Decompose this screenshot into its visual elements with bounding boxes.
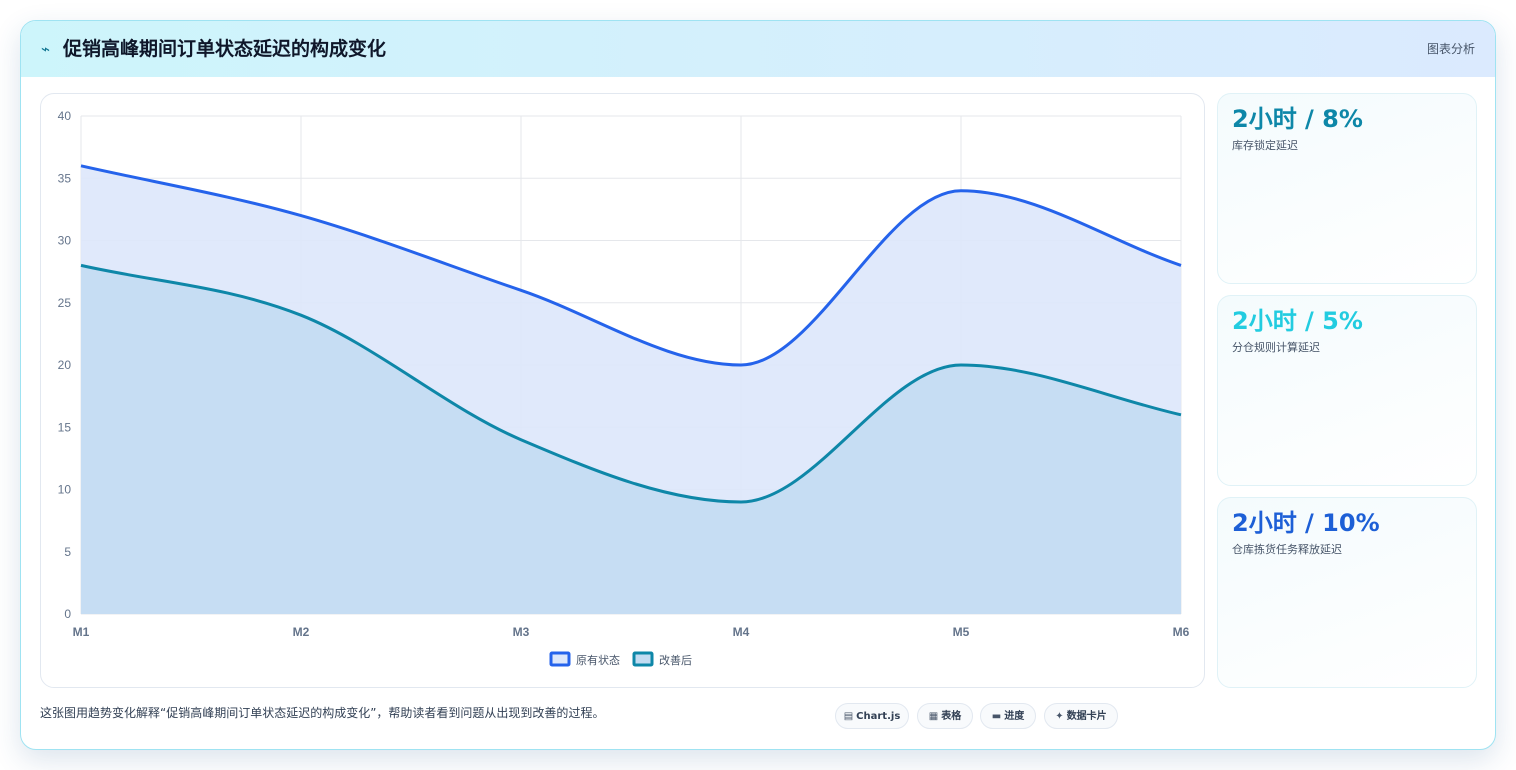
chart-title: 促销高峰期间订单状态延迟的构成变化	[63, 38, 387, 60]
pill-chartjs[interactable]: ▤ Chart.js	[835, 703, 909, 729]
chart-type-tag: 图表分析	[1426, 42, 1475, 56]
y-tick-label: 20	[58, 358, 72, 372]
series-2-line	[80, 263, 1182, 504]
stat-card-2: 2小时 / 5% 分仓规则计算延迟	[1217, 295, 1477, 486]
y-tick-label: 5	[64, 545, 71, 559]
pill-label: Chart.js	[856, 711, 901, 722]
stat-label: 分仓规则计算延迟	[1232, 341, 1320, 354]
pill-label: 表格	[941, 711, 962, 722]
progress-icon: ▬	[991, 711, 1002, 722]
y-tick-label: 0	[64, 607, 71, 621]
chart-card: ⌁ 促销高峰期间订单状态延迟的构成变化 图表分析 0 5 10 15 20 25 30 35 4…	[20, 20, 1496, 750]
x-tick-label: M4	[733, 625, 750, 639]
legend-swatch	[549, 651, 571, 667]
stat-value: 2小时 / 10%	[1232, 509, 1380, 537]
x-tick-label: M3	[513, 625, 530, 639]
x-tick-label: M6	[1173, 625, 1190, 639]
pill-table[interactable]: ▦ 表格	[917, 703, 973, 729]
chart-description: 这张图用趋势变化解释“促销高峰期间订单状态延迟的构成变化”，帮助读者看到问题从出…	[40, 706, 605, 720]
legend-label: 改善后	[659, 653, 692, 667]
x-tick-label: M5	[953, 625, 970, 639]
y-tick-label: 35	[58, 171, 72, 185]
series-1-line	[80, 164, 1182, 367]
sparkle-icon: ✦	[1055, 711, 1064, 722]
area-chart: 0 5 10 15 20 25 30 35 40 M1 M2 M3 M4 M5 M6 原有状态 改善后	[58, 109, 1190, 667]
pill-label: 数据卡片	[1066, 711, 1107, 722]
y-tick-label: 10	[58, 483, 72, 497]
table-icon: ▦	[928, 711, 939, 722]
legend-swatch	[632, 651, 654, 667]
legend-label: 原有状态	[576, 653, 620, 667]
pill-progress[interactable]: ▬ 进度	[980, 703, 1036, 729]
plot-panel: 0 5 10 15 20 25 30 35 40 M1 M2 M3 M4 M5 M6 原有状态 改善后	[40, 93, 1205, 688]
lightning-icon: ⌁	[41, 40, 51, 58]
card-header: ⌁ 促销高峰期间订单状态延迟的构成变化 图表分析	[21, 21, 1495, 77]
series-2-area	[81, 265, 1181, 614]
pill-label: 进度	[1004, 711, 1025, 722]
pill-data-card[interactable]: ✦ 数据卡片	[1044, 703, 1118, 729]
stat-card-1: 2小时 / 8% 库存锁定延迟	[1217, 93, 1477, 284]
x-tick-label: M1	[73, 625, 90, 639]
stat-card-3: 2小时 / 10% 仓库拣货任务释放延迟	[1217, 497, 1477, 688]
y-tick-label: 30	[58, 234, 72, 248]
stat-label: 库存锁定延迟	[1232, 139, 1298, 152]
x-tick-label: M2	[293, 625, 310, 639]
stat-value: 2小时 / 5%	[1232, 307, 1363, 335]
y-tick-label: 25	[58, 296, 72, 310]
stat-label: 仓库拣货任务释放延迟	[1232, 543, 1342, 556]
stat-value: 2小时 / 8%	[1232, 105, 1363, 133]
chart-icon: ▤	[843, 711, 854, 722]
y-tick-label: 15	[58, 420, 72, 434]
y-tick-label: 40	[58, 109, 72, 123]
